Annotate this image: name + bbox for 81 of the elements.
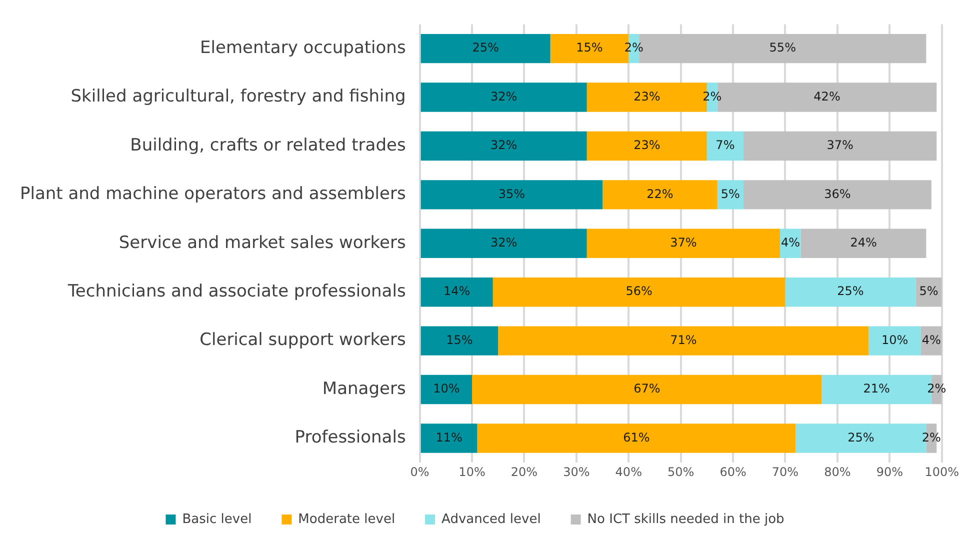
bar (743, 180, 932, 210)
data-label: 24% (850, 236, 877, 250)
x-tick-label: 80% (824, 464, 851, 479)
x-tick-label: 0% (410, 464, 430, 479)
data-label: 61% (623, 430, 650, 444)
data-label: 14% (444, 284, 470, 298)
data-label: 32% (490, 236, 518, 250)
data-label: 21% (863, 382, 890, 396)
y-tick-label: Skilled agricultural, forestry and fishing (70, 86, 406, 107)
data-label: 25% (472, 40, 499, 55)
bar (717, 180, 744, 210)
x-tick-label: 60% (720, 464, 746, 479)
y-tick-label: Elementary occupations (200, 38, 406, 58)
data-label: 25% (837, 284, 864, 298)
bar (477, 424, 796, 453)
data-label: 55% (769, 40, 796, 55)
data-label: 11% (436, 430, 462, 444)
data-label: 23% (634, 89, 660, 104)
data-label: 32% (490, 89, 518, 104)
data-label: 2% (927, 382, 946, 396)
y-tick-label: Managers (322, 378, 406, 399)
data-label: 10% (882, 332, 908, 347)
legend-label: Basic level (182, 512, 252, 527)
bar (420, 374, 472, 404)
x-tick-label: 50% (667, 464, 694, 479)
x-tick-label: 20% (510, 464, 538, 479)
bar (586, 131, 707, 161)
data-label: 71% (670, 332, 697, 347)
data-label: 37% (826, 138, 854, 152)
x-tick-label: 100% (924, 464, 960, 479)
bar (420, 34, 550, 64)
bar (420, 131, 587, 161)
bar (706, 131, 744, 161)
y-tick-label: Plant and machine operators and assemblers (20, 184, 406, 204)
data-label: 5% (919, 284, 938, 298)
x-tick-label: 30% (563, 464, 590, 479)
bar (785, 278, 916, 307)
bar (420, 278, 493, 307)
y-tick-label: Professionals (294, 428, 406, 448)
x-tick-label: 70% (772, 464, 799, 479)
data-label: 15% (576, 40, 603, 55)
y-tick-label: Service and market sales workers (118, 232, 406, 253)
data-label: 32% (490, 138, 518, 152)
bar (472, 374, 822, 404)
data-label: 7% (716, 138, 735, 152)
bar (420, 228, 587, 258)
y-tick-label: Building, crafts or related trades (130, 135, 406, 156)
data-label: 10% (433, 382, 460, 396)
y-tick-label: Technicians and associate professionals (66, 282, 406, 302)
bar (420, 326, 498, 356)
y-tick-label: Clerical support workers (200, 330, 406, 350)
bar (420, 82, 587, 112)
legend-label: Advanced level (442, 512, 541, 527)
data-label: 4% (922, 332, 941, 347)
data-label: 42% (814, 89, 840, 104)
legend-label: No ICT skills needed in the job (587, 512, 784, 527)
data-label: 67% (634, 382, 660, 396)
bar (868, 326, 921, 356)
data-label: 2% (922, 430, 941, 444)
data-label: 23% (634, 138, 660, 152)
data-label: 22% (646, 186, 674, 201)
x-tick-label: 40% (615, 464, 642, 479)
data-label: 56% (626, 284, 652, 298)
data-label: 15% (446, 332, 473, 347)
bar (492, 278, 786, 307)
legend-label: Moderate level (298, 512, 396, 527)
data-label: 4% (780, 236, 800, 250)
data-label: 5% (720, 186, 740, 201)
x-tick-label: 90% (876, 464, 903, 479)
x-tick-label: 10% (458, 464, 486, 479)
bar (420, 180, 603, 210)
data-label: 37% (670, 236, 697, 250)
bar (800, 228, 926, 258)
bar (420, 424, 478, 453)
data-label: 25% (848, 430, 874, 444)
bar (498, 326, 869, 356)
bar (602, 180, 718, 210)
bar (586, 228, 780, 258)
bar (743, 131, 937, 161)
data-label: 35% (498, 186, 526, 201)
data-label: 36% (824, 186, 851, 201)
